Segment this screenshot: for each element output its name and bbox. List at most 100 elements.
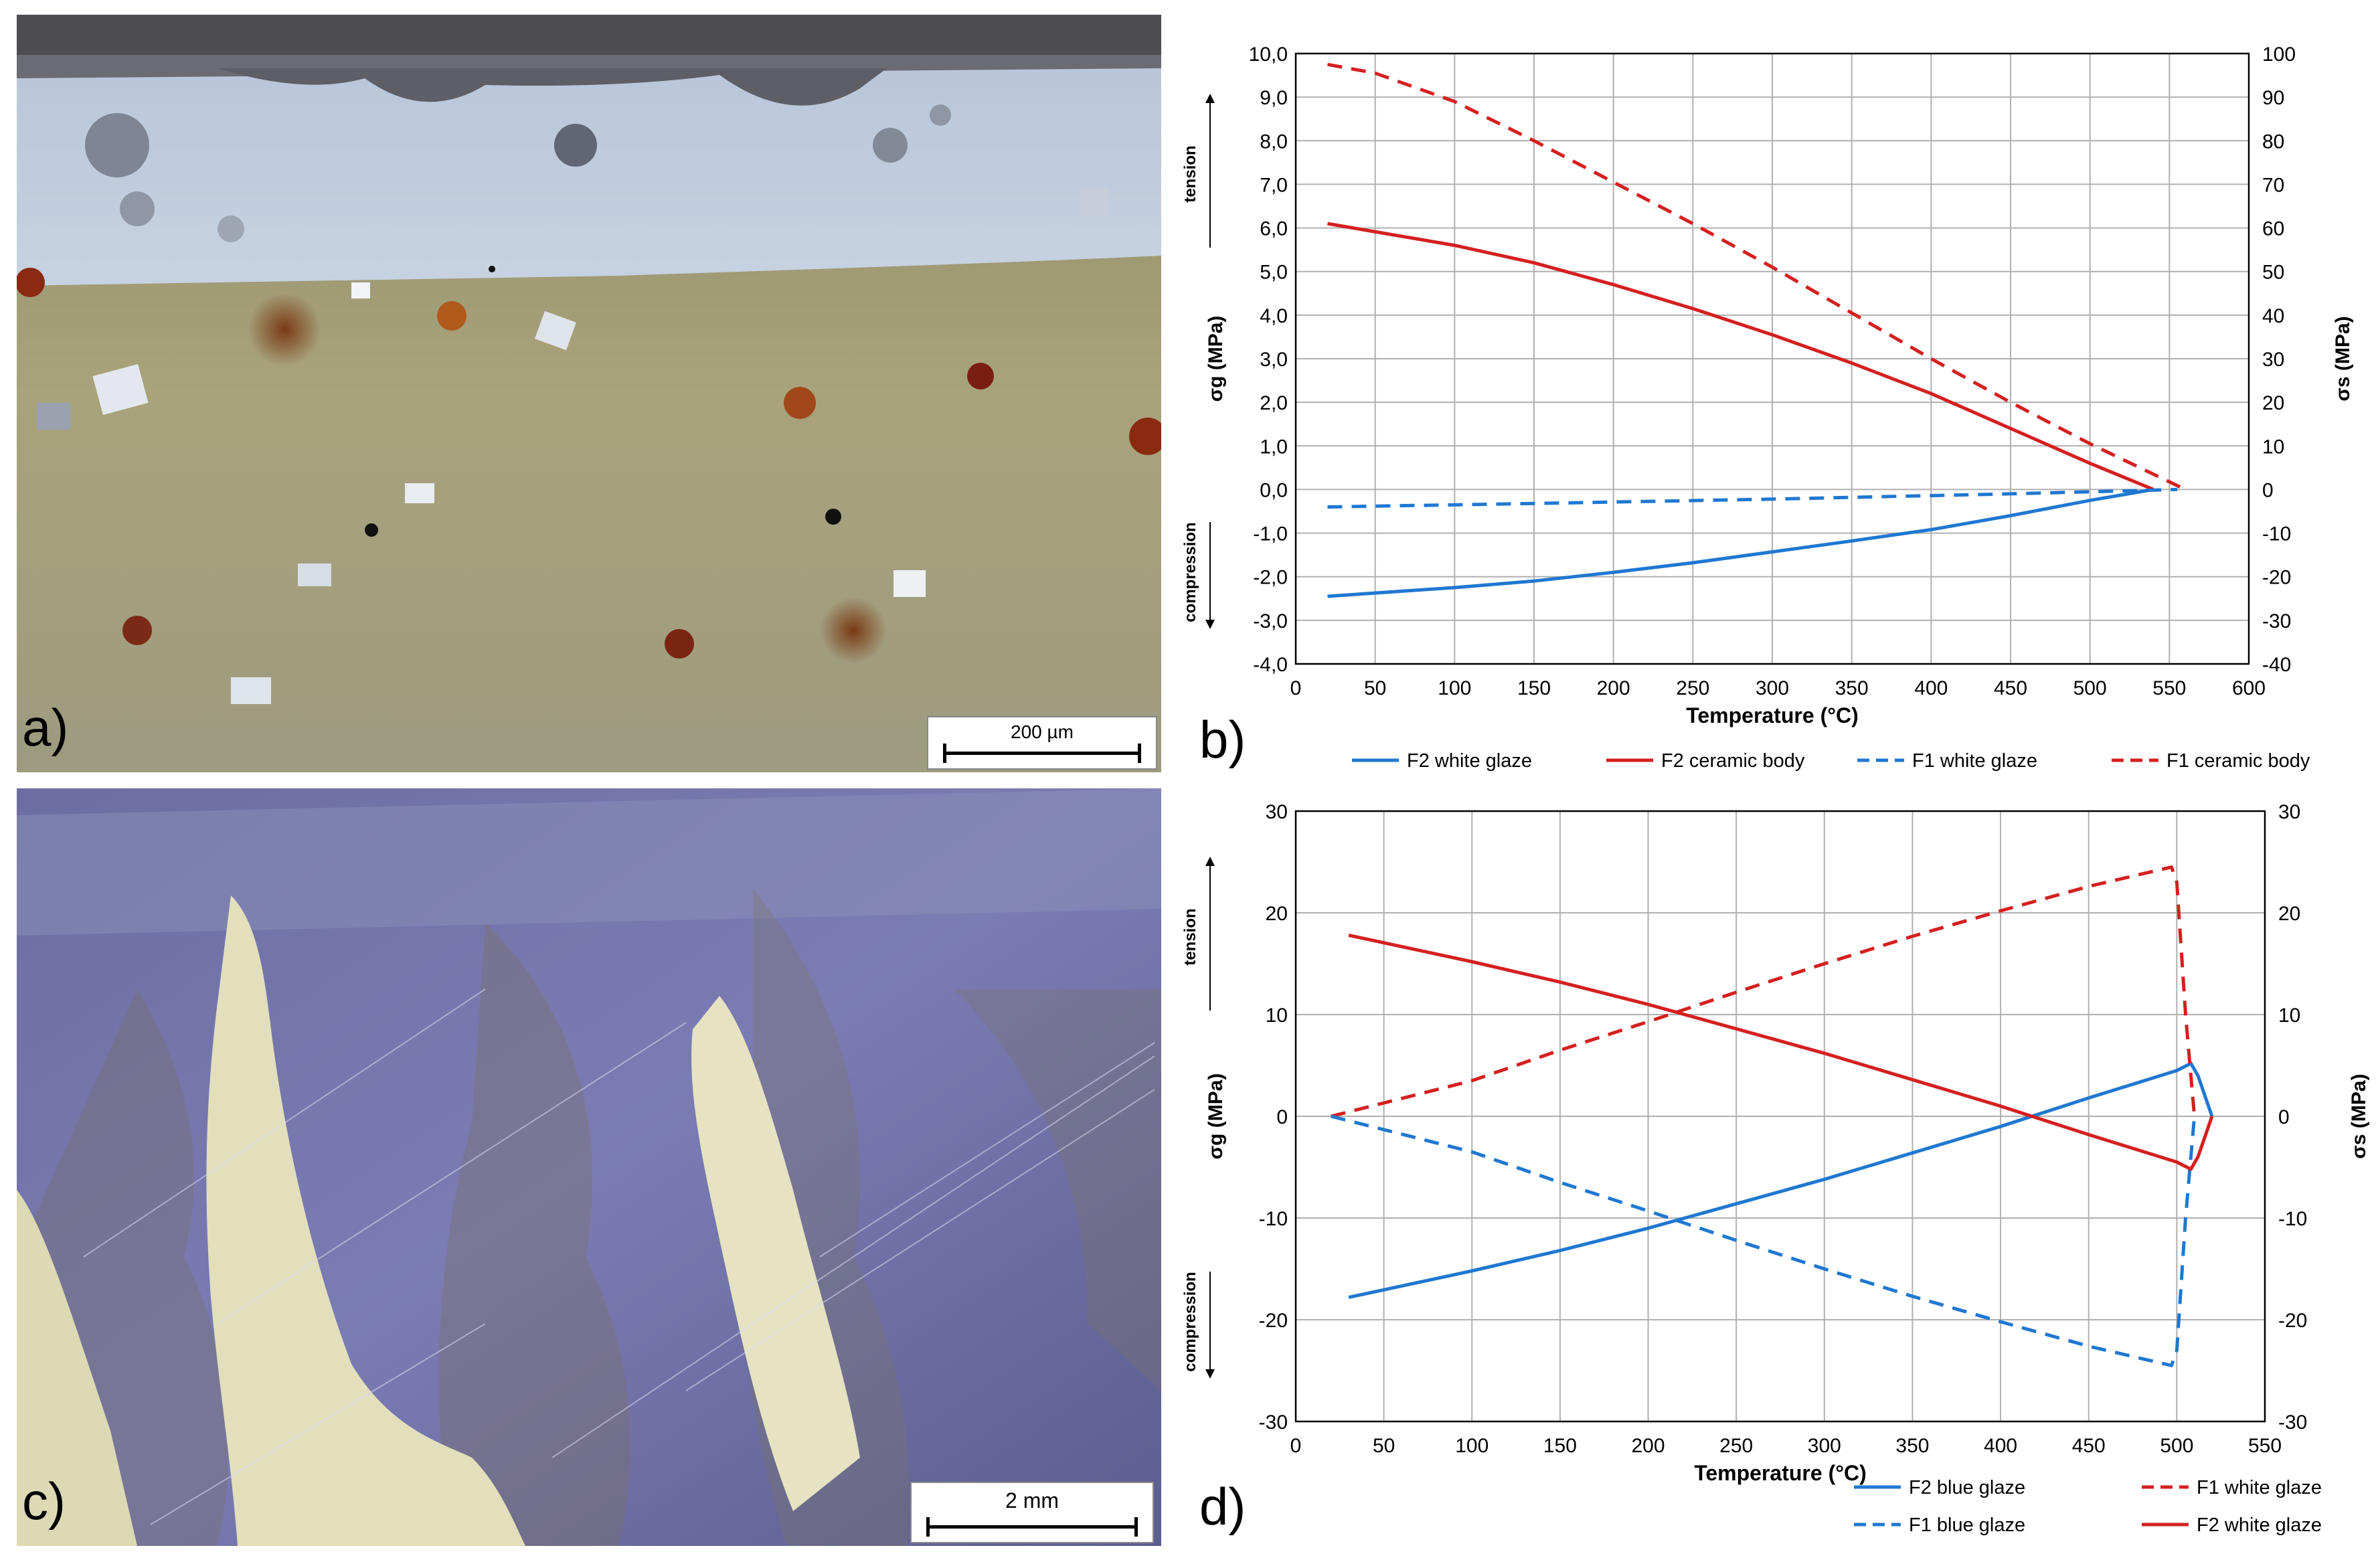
y-left-axis-label: σg (MPa) [1205, 1073, 1227, 1160]
x-tick-label: 50 [1364, 677, 1386, 699]
legend-label: F2 blue glaze [1909, 1477, 2025, 1498]
y-left-tick-label: 9,0 [1260, 87, 1288, 109]
y-right-tick-label: 0 [2262, 479, 2274, 501]
y-right-axis-label: σs (MPa) [2348, 1073, 2370, 1158]
scale-bar-c-line [926, 1517, 1138, 1537]
x-tick-label: 550 [2248, 1435, 2282, 1457]
y-left-tick-label: -4,0 [1253, 654, 1288, 676]
y-left-tick-label: 30 [1266, 801, 1288, 823]
scale-bar-c-label: 2 mm [1005, 1488, 1059, 1512]
plot-frame [1294, 810, 2266, 1423]
x-axis-label: Temperature (°C) [1694, 1461, 1867, 1485]
series-line-f2-ceramic-body [1327, 222, 2154, 491]
scale-bar-a-line [943, 744, 1141, 763]
y-left-tick-label: 2,0 [1260, 392, 1288, 414]
y-left-tick-label: 10 [1266, 1005, 1288, 1027]
series-line-f1-white-glaze [1327, 487, 2178, 509]
panel-label-d: d) [1199, 1477, 1246, 1536]
x-tick-label: 100 [1438, 677, 1471, 699]
photo-c-surface: c) 2 mm [17, 788, 1161, 1546]
x-axis-label: Temperature (°C) [1686, 703, 1859, 727]
photo-a-cross-section: a) 200 µm [17, 15, 1161, 772]
y-left-tick-label: 0,0 [1260, 479, 1288, 501]
y-left-tick-label: 20 [1266, 903, 1288, 925]
y-left-tick-label: 1,0 [1260, 436, 1288, 458]
plot-frame [1294, 52, 2250, 665]
x-tick-label: 300 [1756, 677, 1789, 699]
series-line-f1-white-glaze [1331, 865, 2197, 1118]
y-left-tick-label: 0 [1276, 1106, 1288, 1128]
series-line-f1-blue-glaze [1331, 1114, 2197, 1367]
y-right-tick-label: -30 [2262, 610, 2291, 632]
x-tick-label: 150 [1543, 1435, 1577, 1457]
y-left-tick-label: -10 [1259, 1208, 1288, 1230]
legend-label: F2 white glaze [1407, 750, 1532, 772]
y-right-tick-label: 10 [2262, 436, 2284, 458]
x-tick-label: 150 [1517, 677, 1551, 699]
y-left-tick-label: 8,0 [1260, 131, 1288, 153]
compression-arrowhead [1205, 620, 1215, 629]
scale-bar-a: 200 µm [927, 716, 1157, 770]
y-right-tick-label: -30 [2278, 1411, 2307, 1434]
y-right-tick-label: -40 [2262, 654, 2291, 676]
y-right-tick-label: 50 [2262, 262, 2284, 284]
x-tick-label: 500 [2160, 1435, 2193, 1457]
legend-label: F1 white glaze [2197, 1477, 2322, 1498]
tension-arrowhead [1205, 857, 1215, 866]
y-right-tick-label: 20 [2278, 903, 2300, 925]
chart-d: 0 50 100 150 200 250 300 350 400 450 500 550 -30 -20-… [1178, 783, 2380, 1558]
tension-arrowhead [1205, 94, 1215, 103]
y-right-tick-label: -10 [2278, 1208, 2307, 1230]
panel-label-a: a) [22, 698, 69, 757]
y-left-tick-label: -2,0 [1253, 567, 1288, 589]
y-right-tick-label: 30 [2278, 801, 2300, 823]
series-line-f2-white-glaze [1348, 933, 2214, 1171]
y-right-tick-label: 70 [2262, 174, 2284, 196]
y-right-tick-label: 60 [2262, 218, 2284, 240]
tension-annotation: tension [1181, 145, 1199, 202]
tension-annotation: tension [1181, 908, 1199, 965]
y-left-tick-label: 7,0 [1260, 174, 1288, 196]
y-right-tick-label: 40 [2262, 305, 2284, 327]
series-line-f2-blue-glaze [1348, 1061, 2214, 1300]
y-left-tick-label: -30 [1259, 1411, 1288, 1434]
compression-annotation: compression [1181, 522, 1199, 622]
chart-b: 0 50 100 150 200 250 300 350 400 450 500 550 600 -4,0… [1178, 0, 2380, 783]
x-tick-label: 0 [1290, 1435, 1302, 1457]
y-right-tick-label: 100 [2262, 44, 2296, 66]
x-tick-label: 350 [1835, 677, 1869, 699]
y-left-tick-label: 5,0 [1260, 262, 1288, 284]
y-left-tick-label: 6,0 [1260, 218, 1288, 240]
series-line-f2-white-glaze [1327, 487, 2154, 598]
x-tick-label: 600 [2232, 677, 2266, 699]
x-tick-label: 300 [1808, 1435, 1841, 1457]
chart-d-svg: 0 50 100 150 200 250 300 350 400 450 500 550-30-20-… [1181, 801, 2370, 1536]
legend-label: F2 ceramic body [1661, 750, 1805, 772]
series-line-f1-ceramic-body [1327, 62, 2187, 491]
compression-arrowhead [1205, 1369, 1215, 1379]
scale-bar-c: 2 mm [910, 1482, 1154, 1543]
legend-label: F1 white glaze [1912, 750, 2037, 772]
y-right-axis-label: σs (MPa) [2332, 316, 2354, 401]
y-left-axis-label: σg (MPa) [1205, 316, 1227, 402]
x-tick-label: 400 [1984, 1435, 2017, 1457]
y-left-tick-label: 3,0 [1260, 349, 1288, 371]
x-tick-label: 100 [1455, 1435, 1489, 1457]
x-tick-label: 450 [2072, 1435, 2106, 1457]
y-right-tick-label: -20 [2262, 567, 2291, 589]
scale-bar-a-label: 200 µm [1011, 721, 1074, 742]
y-left-tick-label: 4,0 [1260, 305, 1288, 327]
y-right-tick-label: -20 [2278, 1310, 2307, 1332]
x-tick-label: 200 [1632, 1435, 1665, 1457]
y-right-tick-label: -10 [2262, 523, 2291, 545]
x-tick-label: 200 [1597, 677, 1630, 699]
panel-label-c: c) [22, 1472, 66, 1531]
y-left-tick-label: -1,0 [1253, 523, 1288, 545]
legend-label: F1 blue glaze [1909, 1514, 2025, 1536]
y-right-tick-label: 20 [2262, 392, 2284, 414]
y-right-tick-label: 10 [2278, 1005, 2300, 1027]
y-right-tick-label: 90 [2262, 87, 2284, 109]
legend-label: F1 ceramic body [2166, 750, 2310, 772]
y-right-tick-label: 30 [2262, 349, 2284, 371]
legend-label: F2 white glaze [2197, 1514, 2322, 1536]
